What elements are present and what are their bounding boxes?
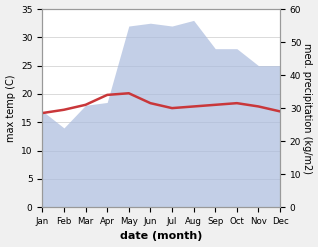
X-axis label: date (month): date (month) xyxy=(120,231,203,242)
Y-axis label: max temp (C): max temp (C) xyxy=(5,74,16,142)
Y-axis label: med. precipitation (kg/m2): med. precipitation (kg/m2) xyxy=(302,43,313,174)
